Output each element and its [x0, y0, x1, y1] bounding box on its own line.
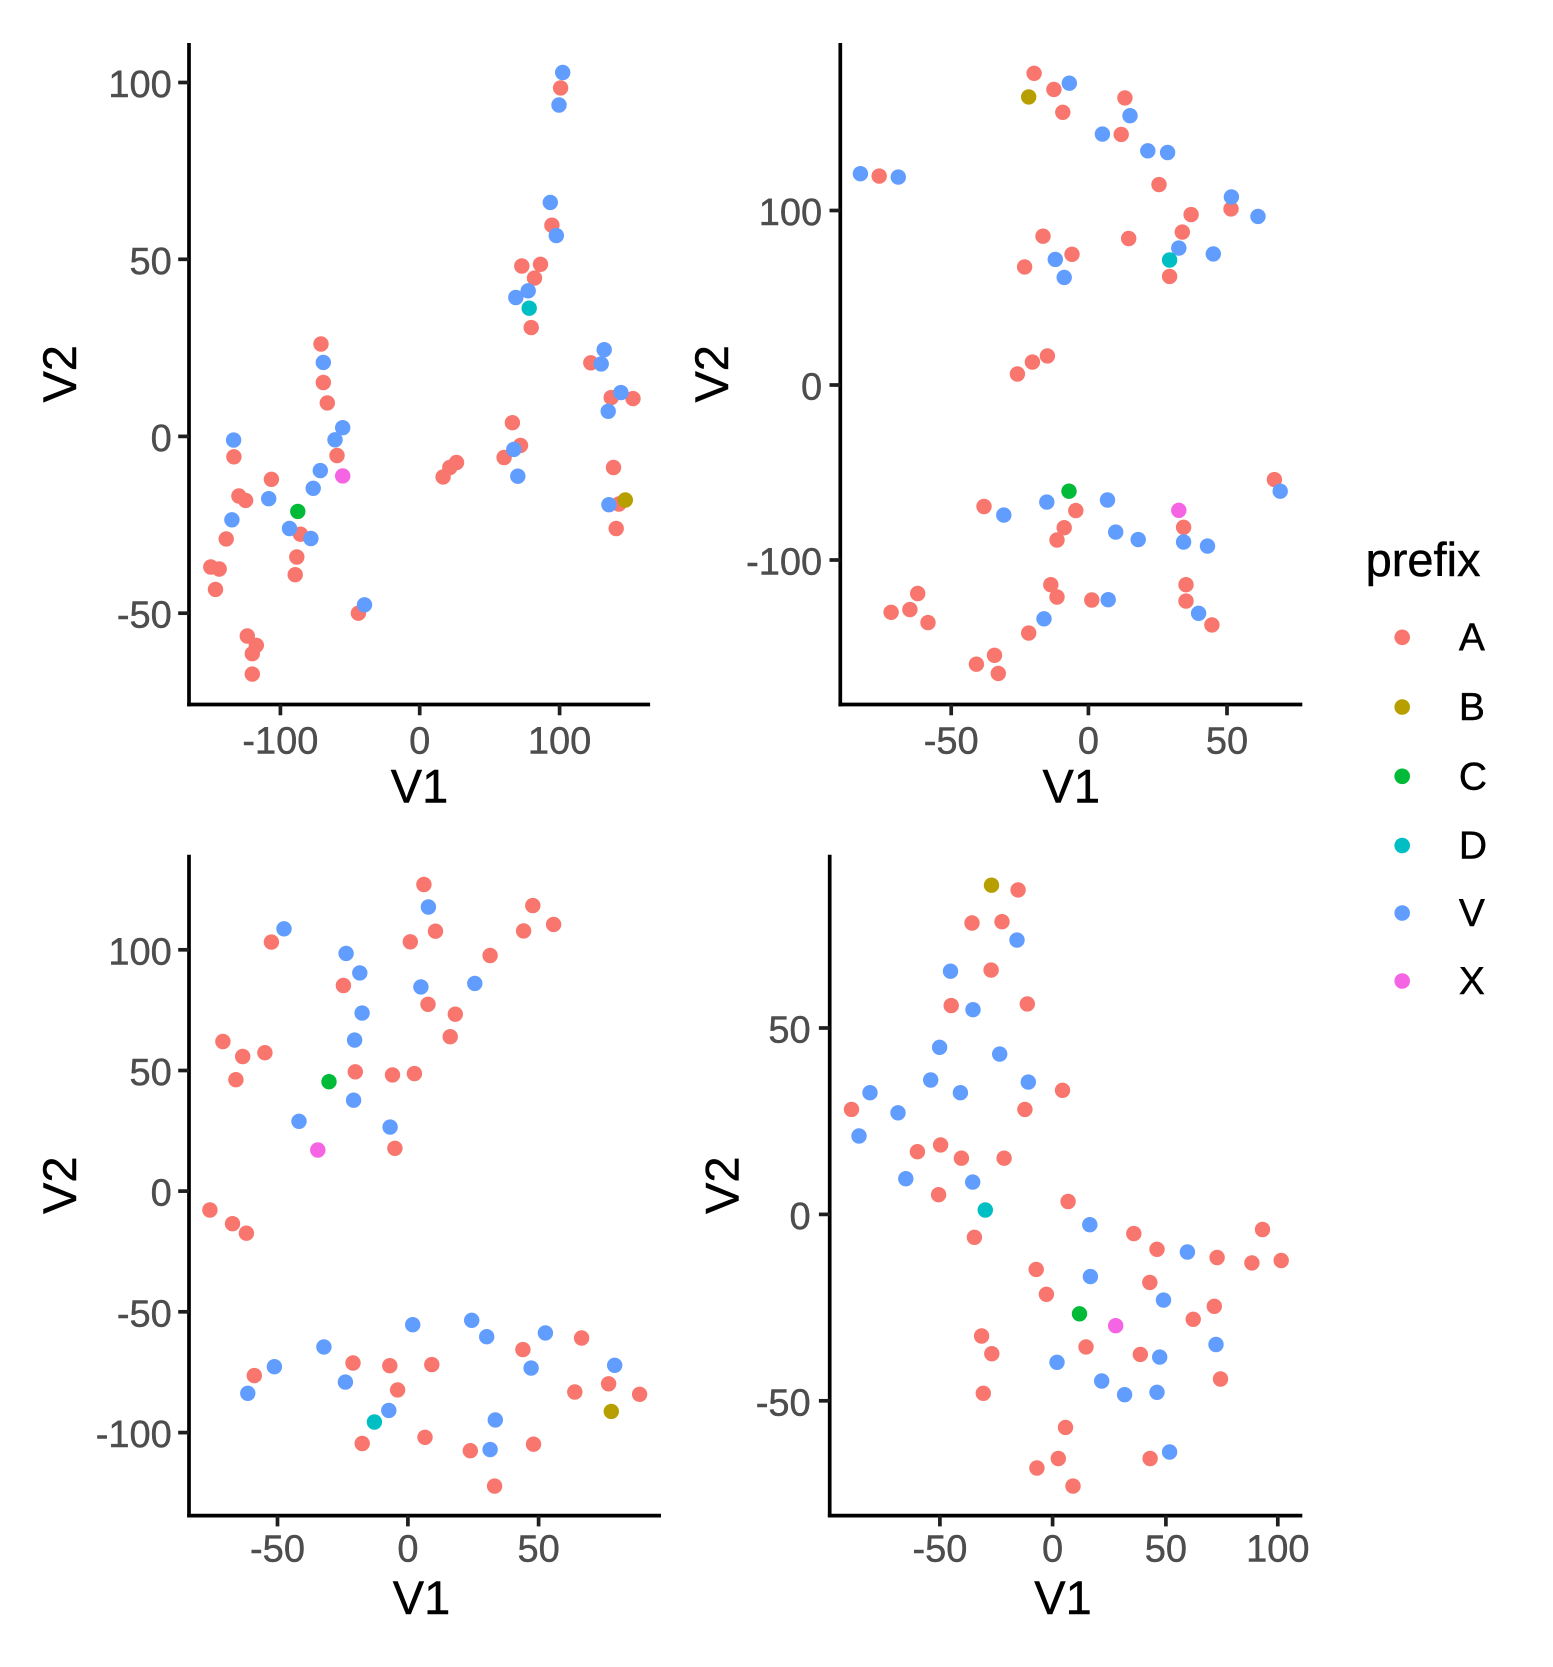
- svg-text:A: A: [1459, 616, 1485, 659]
- svg-text:50: 50: [768, 1010, 810, 1052]
- svg-text:V1: V1: [393, 1571, 451, 1624]
- svg-text:-50: -50: [756, 1382, 811, 1424]
- svg-text:C: C: [1459, 755, 1487, 798]
- svg-text:0: 0: [1078, 721, 1099, 763]
- svg-text:-50: -50: [924, 721, 979, 763]
- svg-text:100: 100: [528, 721, 591, 763]
- svg-text:0: 0: [409, 721, 430, 763]
- svg-text:100: 100: [108, 931, 171, 973]
- svg-text:0: 0: [397, 1529, 418, 1571]
- svg-text:100: 100: [759, 192, 822, 234]
- svg-text:-50: -50: [250, 1529, 305, 1571]
- svg-text:V2: V2: [33, 345, 86, 403]
- svg-text:50: 50: [517, 1529, 559, 1571]
- svg-text:D: D: [1459, 825, 1487, 868]
- svg-text:0: 0: [790, 1196, 811, 1238]
- svg-text:-100: -100: [96, 1414, 172, 1456]
- svg-text:50: 50: [130, 241, 172, 283]
- svg-text:prefix: prefix: [1366, 533, 1481, 586]
- svg-text:100: 100: [1246, 1529, 1309, 1571]
- svg-text:V2: V2: [33, 1156, 86, 1214]
- svg-text:50: 50: [130, 1052, 172, 1094]
- svg-text:V1: V1: [391, 760, 449, 813]
- svg-text:X: X: [1459, 960, 1485, 1003]
- svg-text:-100: -100: [242, 721, 318, 763]
- svg-text:-50: -50: [117, 1293, 172, 1335]
- svg-text:B: B: [1459, 686, 1485, 729]
- svg-text:50: 50: [1206, 721, 1248, 763]
- svg-text:0: 0: [151, 418, 172, 460]
- svg-text:0: 0: [801, 367, 822, 409]
- svg-text:-50: -50: [912, 1529, 967, 1571]
- svg-text:V2: V2: [696, 1156, 749, 1214]
- svg-text:-100: -100: [746, 542, 822, 584]
- svg-text:0: 0: [1042, 1529, 1063, 1571]
- svg-text:-50: -50: [117, 595, 172, 637]
- svg-text:0: 0: [151, 1173, 172, 1215]
- svg-text:V: V: [1459, 892, 1485, 935]
- svg-text:V2: V2: [685, 345, 738, 403]
- svg-text:V1: V1: [1034, 1571, 1092, 1624]
- svg-text:100: 100: [108, 64, 171, 106]
- svg-text:V1: V1: [1043, 760, 1101, 813]
- svg-text:50: 50: [1145, 1529, 1187, 1571]
